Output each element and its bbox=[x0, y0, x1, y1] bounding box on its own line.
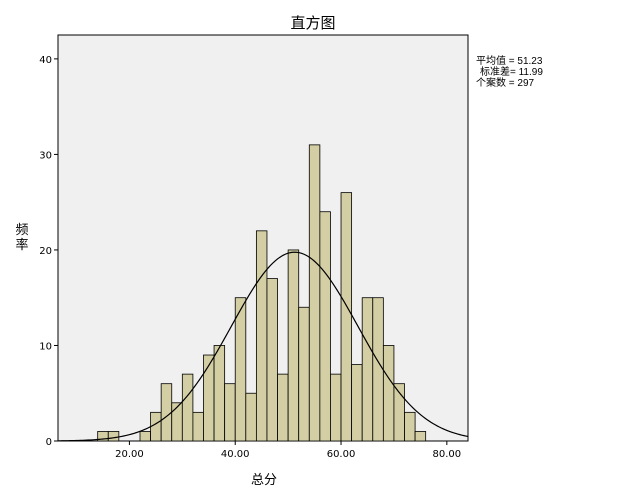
y-tick-label-2: 20 bbox=[39, 246, 52, 257]
histogram-bar-23 bbox=[340, 192, 353, 442]
histogram-bar-9 bbox=[192, 411, 204, 442]
histogram-bar-20 bbox=[308, 144, 321, 442]
histogram-bar-29 bbox=[404, 411, 416, 442]
count-stat: 个案数 = 297 bbox=[476, 78, 535, 89]
histogram-bar-4 bbox=[139, 431, 151, 442]
x-tick-label-1: 40.00 bbox=[221, 449, 250, 460]
y-tick-label-4: 40 bbox=[39, 55, 52, 66]
histogram-bar-22 bbox=[330, 373, 342, 442]
histogram-bar-13 bbox=[234, 297, 247, 442]
histogram-bar-10 bbox=[203, 354, 215, 442]
histogram-bar-12 bbox=[224, 383, 236, 442]
histogram-bar-8 bbox=[181, 373, 194, 442]
x-tick-label-2: 60.00 bbox=[327, 449, 356, 460]
statistics-legend: 平均值 = 51.23 标准差= 11.99 个案数 = 297 bbox=[476, 56, 543, 89]
y-tick-label-1: 10 bbox=[39, 341, 52, 352]
std-stat: 标准差= 11.99 bbox=[480, 67, 543, 78]
y-axis-label: 频率 bbox=[15, 223, 28, 253]
normal-curve bbox=[57, 251, 469, 442]
y-tick-label-0: 0 bbox=[46, 437, 52, 448]
x-axis-label: 总分 bbox=[251, 473, 277, 488]
histogram-bar-6 bbox=[160, 383, 173, 442]
x-tick-label-3: 80.00 bbox=[433, 449, 462, 460]
histogram-bar-26 bbox=[372, 297, 384, 442]
histogram-bar-27 bbox=[382, 345, 395, 442]
histogram-bar-11 bbox=[213, 345, 226, 442]
histogram-bars bbox=[97, 144, 427, 442]
histogram-bar-24 bbox=[351, 364, 363, 442]
histogram-bar-14 bbox=[245, 392, 257, 442]
histogram-bar-17 bbox=[277, 373, 289, 442]
histogram-bar-21 bbox=[319, 211, 331, 442]
histogram-bar-30 bbox=[414, 431, 427, 442]
x-axis: 20.00 40.00 60.00 80.00 bbox=[115, 441, 461, 460]
histogram-bar-15 bbox=[255, 230, 268, 442]
histogram-bar-7 bbox=[171, 402, 183, 442]
chart-title: 直方图 bbox=[290, 14, 335, 32]
histogram-bar-19 bbox=[298, 306, 310, 442]
histogram-bar-5 bbox=[150, 411, 162, 442]
histogram-bar-1 bbox=[107, 431, 120, 442]
mean-stat: 平均值 = 51.23 bbox=[476, 56, 543, 67]
y-axis: 0 10 20 30 40 bbox=[39, 55, 58, 448]
y-tick-label-3: 30 bbox=[39, 150, 52, 161]
x-tick-label-0: 20.00 bbox=[115, 449, 144, 460]
histogram-bar-16 bbox=[266, 278, 278, 442]
histogram-bar-25 bbox=[361, 297, 374, 442]
histogram-bar-18 bbox=[287, 249, 300, 442]
